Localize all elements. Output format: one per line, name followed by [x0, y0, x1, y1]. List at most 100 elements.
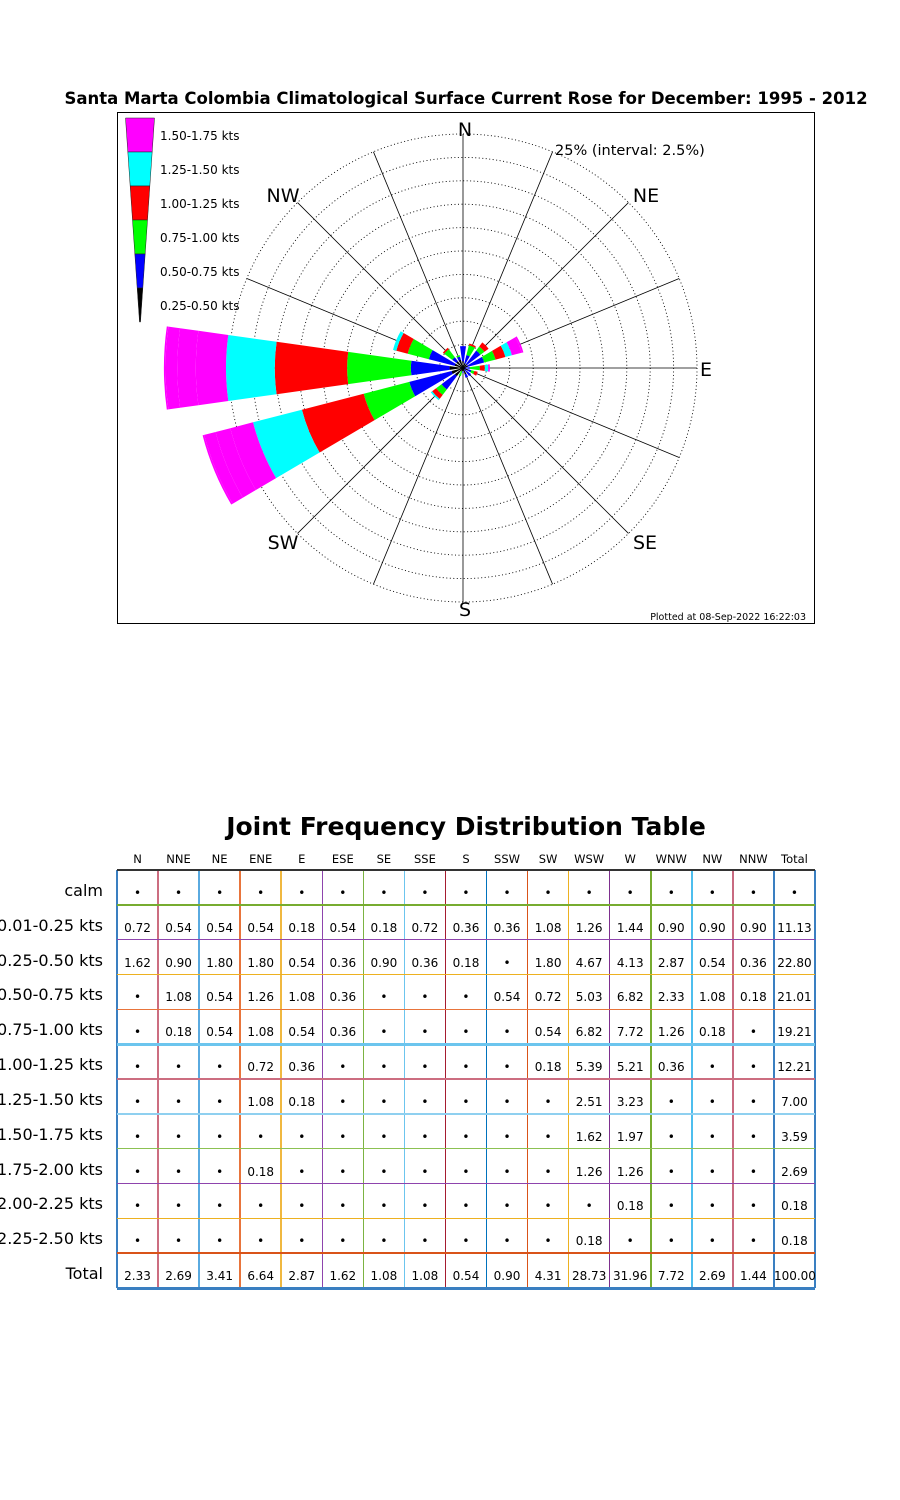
table-cell: • [380, 1234, 388, 1249]
table-cell: • [462, 1129, 470, 1144]
petal-segment-wsw [409, 371, 453, 397]
petal-segment-ene [467, 356, 485, 367]
table-cell: 6.64 [247, 1269, 275, 1284]
petal-segment-nw [452, 357, 458, 363]
table-cell: 0.18 [288, 1094, 316, 1109]
row-divider [117, 1043, 815, 1046]
table-cell: • [421, 1129, 429, 1144]
petal-segment-sw [430, 391, 440, 401]
legend-label: 0.75-1.00 kts [160, 231, 240, 245]
row-label: 0.01-0.25 kts [0, 915, 103, 935]
table-cell: 4.31 [534, 1269, 562, 1284]
table-cell: 0.54 [534, 1025, 562, 1040]
petal-segment-nne [464, 355, 470, 364]
table-cell: • [544, 1094, 552, 1109]
table-cell: 0.18 [370, 920, 398, 935]
column-header-sse: SSE [413, 852, 436, 866]
table-cell: 0.18 [781, 1234, 808, 1249]
table-cell: 21.01 [777, 990, 812, 1005]
table-cell: • [503, 1025, 511, 1040]
table-cell: • [421, 1094, 429, 1109]
table-cell: • [133, 886, 142, 900]
petal-segment-ne [476, 346, 485, 355]
column-header-ne: NE [211, 852, 228, 866]
petal-segment-w [225, 335, 277, 401]
table-cell: • [749, 1025, 757, 1040]
table-cell: 0.54 [165, 920, 192, 935]
table-cell: 0.18 [698, 1025, 726, 1040]
petal-segment-n [462, 361, 464, 368]
table-cell: • [175, 1199, 183, 1214]
table-cell: • [339, 1060, 347, 1075]
petal-segment-ene [481, 350, 496, 363]
petal-segment-w [449, 366, 463, 370]
table-cell: • [462, 886, 470, 900]
column-header-wsw: WSW [574, 852, 605, 866]
table-cell: 0.18 [452, 955, 480, 970]
table-cell: 5.39 [575, 1060, 603, 1075]
wind-rose-plot: N NE E SE S SW NW 25% (interval: 2.5%) Plotted a… [117, 112, 815, 624]
petal-segment-wsw [230, 422, 277, 490]
table-cell: • [339, 1164, 347, 1179]
table-cell: 0.90 [698, 920, 726, 935]
table-cell: • [421, 990, 429, 1005]
petal-segment-wnw [393, 331, 404, 351]
petal-segment-e [488, 364, 490, 372]
table-cell: 1.44 [740, 1269, 767, 1284]
table-cell: 100.00 [773, 1269, 816, 1284]
petal-segment-n [460, 346, 466, 362]
table-cell: 1.62 [124, 955, 151, 970]
table-cell: • [503, 886, 511, 900]
petal-segment-ne [466, 350, 481, 365]
petal-segment-ene [500, 342, 512, 357]
table-cell: 5.21 [616, 1060, 644, 1075]
table-cell: • [257, 886, 265, 900]
compass-label-n: N [458, 119, 472, 141]
direction-line [373, 367, 464, 585]
petal-segment-nw [444, 349, 455, 360]
table-title: Joint Frequency Distribution Table [226, 812, 706, 841]
table-cell: 0.72 [411, 920, 439, 935]
table-cell: 1.62 [575, 1129, 603, 1144]
direction-line [462, 367, 629, 534]
table-cell: 0.54 [206, 920, 233, 935]
table-cell: • [708, 1129, 716, 1144]
table-cell: • [708, 1234, 716, 1249]
table-cell: • [133, 1199, 142, 1214]
petal-segment-nnw [457, 356, 461, 361]
table-cell: 0.72 [247, 1060, 275, 1075]
table-cell: 0.54 [288, 1025, 316, 1040]
table-cell: • [749, 1129, 757, 1144]
row-divider [117, 1147, 815, 1150]
column-header-n: N [133, 852, 142, 866]
table-cell: • [544, 886, 552, 900]
table-cell: • [667, 1164, 675, 1179]
petal-segment-wnw [428, 350, 456, 366]
table-cell: • [216, 886, 224, 900]
table-cell: 2.33 [657, 990, 685, 1005]
petal-segment-e [484, 364, 489, 372]
table-cell: 0.90 [740, 920, 767, 935]
row-label: 1.75-2.00 kts [0, 1159, 103, 1179]
legend-label: 0.50-0.75 kts [160, 265, 240, 279]
table-cell: 0.54 [288, 955, 316, 970]
table-cell: 0.36 [493, 920, 521, 935]
table-cell: 2.69 [698, 1269, 726, 1284]
table-cell: 22.80 [777, 955, 812, 970]
table-cell: • [749, 1094, 757, 1109]
table-cell: • [298, 1234, 306, 1249]
table-cell: • [257, 1234, 265, 1249]
table-cell: • [544, 1234, 552, 1249]
row-divider [117, 1182, 815, 1185]
table-cell: • [339, 886, 347, 900]
table-cell: 0.18 [165, 1025, 192, 1040]
petal-segment-ese [470, 370, 475, 374]
table-cell: • [380, 1129, 388, 1144]
table-cell: • [133, 990, 142, 1005]
table-cell: 0.72 [534, 990, 562, 1005]
legend-label: 1.25-1.50 kts [160, 163, 240, 177]
table-cell: • [339, 1094, 347, 1109]
column-header-ese: ESE [331, 852, 354, 866]
column-header-total: Total [781, 852, 808, 866]
compass-label-sw: SW [268, 532, 299, 554]
